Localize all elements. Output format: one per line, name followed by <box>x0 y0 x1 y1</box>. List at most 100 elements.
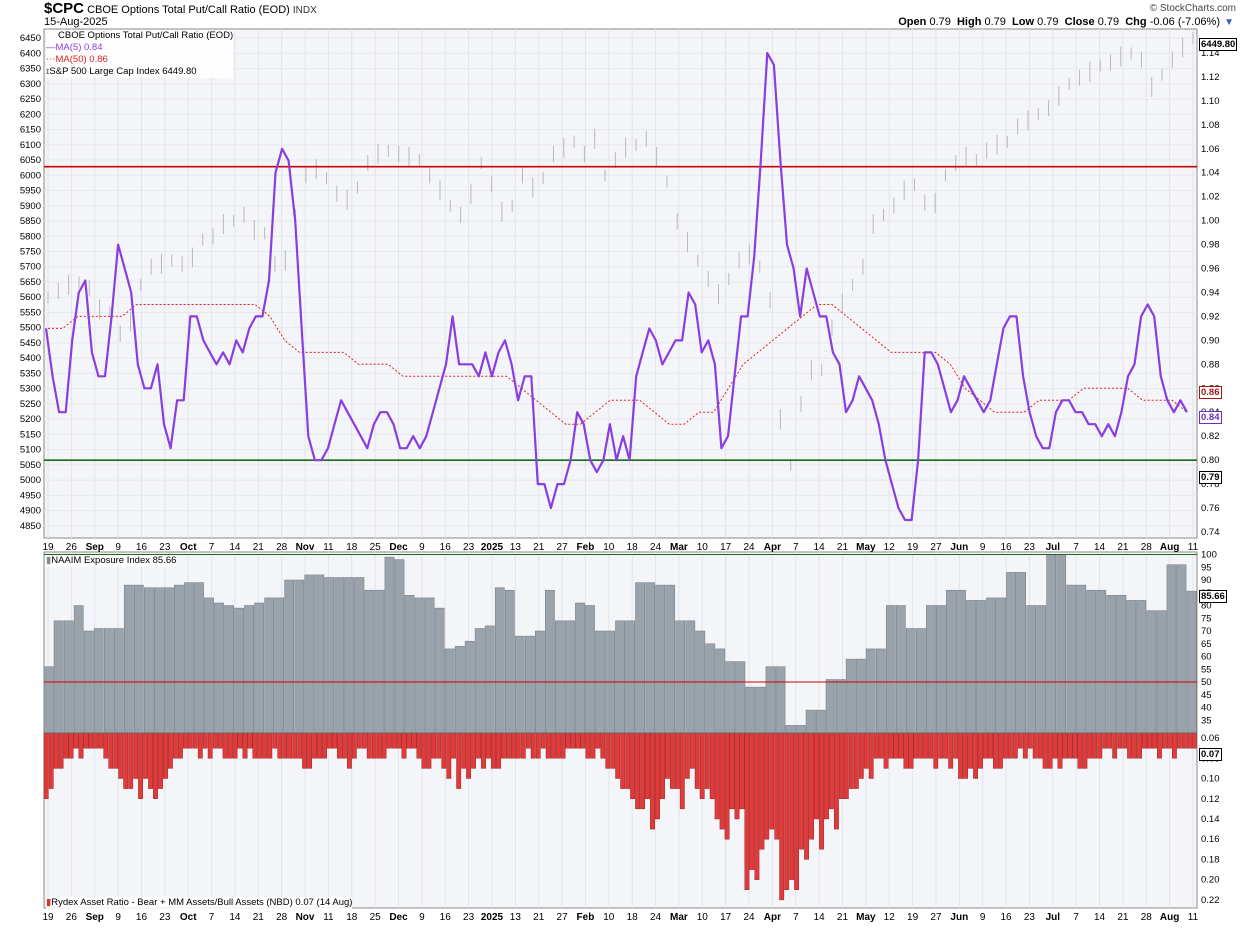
rydex-bar <box>257 732 263 759</box>
rydex-bar <box>416 732 422 759</box>
right-y-tick-label: 0.88 <box>1201 359 1220 370</box>
rydex-bar <box>461 732 467 769</box>
rydex-bar <box>212 732 218 749</box>
naaim-bar <box>745 686 756 734</box>
rydex-bar <box>525 732 531 749</box>
rydex-bar <box>148 732 153 789</box>
naaim-bar <box>565 620 575 734</box>
rydex-bar <box>1037 732 1043 759</box>
rydex-bar <box>391 732 397 749</box>
rydex-bar <box>814 732 819 820</box>
naaim-bar <box>1186 590 1197 734</box>
rydex-bar <box>888 732 894 759</box>
x-tick-label: 7 <box>1073 542 1079 553</box>
rydex-bar <box>829 732 834 810</box>
left-y-tick-label: 5850 <box>20 216 41 227</box>
left-y-tick-label: 5700 <box>20 262 41 273</box>
right-y-tick-label: 0.94 <box>1201 287 1220 298</box>
x-tick-label: May <box>856 912 876 923</box>
left-y-tick-label: 6450 <box>20 33 41 44</box>
rydex-bar <box>322 732 327 759</box>
right-y-tick-label: 1.10 <box>1201 96 1220 107</box>
naaim-y-tick-label: 95 <box>1201 562 1212 573</box>
naaim-bar <box>785 725 796 734</box>
right-y-tick-label: 0.80 <box>1201 455 1220 466</box>
naaim-bar <box>154 587 164 734</box>
naaim-bar <box>996 597 1006 734</box>
naaim-bar <box>244 605 254 734</box>
x-tick-label: 21 <box>1117 912 1129 923</box>
rydex-bar <box>675 732 680 789</box>
rydex-bar <box>1122 732 1128 749</box>
rydex-bar <box>491 732 496 769</box>
rydex-bar <box>520 732 526 759</box>
rydex-bar <box>1186 732 1192 749</box>
x-tick-label: 27 <box>930 542 942 553</box>
rydex-bar <box>843 732 849 800</box>
naaim-bar <box>464 640 475 734</box>
rydex-y-tick-label: 0.06 <box>1201 733 1220 744</box>
left-y-tick-label: 6300 <box>20 79 41 90</box>
x-tick-label: 9 <box>115 542 121 553</box>
rydex-bar <box>913 732 919 759</box>
naaim-bar <box>1036 605 1047 734</box>
rydex-bar <box>595 732 601 749</box>
dropdown-arrow-icon[interactable]: ▼ <box>1224 17 1234 28</box>
rydex-bar <box>1166 732 1172 749</box>
x-tick-label: 14 <box>229 542 241 553</box>
naaim-bar <box>63 620 74 734</box>
rydex-bar <box>302 732 307 769</box>
x-tick-label: Feb <box>577 542 595 553</box>
naaim-bar <box>705 643 716 734</box>
naaim-bar <box>53 620 64 734</box>
rydex-bar <box>337 732 342 759</box>
naaim-bar <box>805 709 816 734</box>
rydex-bar <box>1027 732 1033 749</box>
x-tick-label: 19 <box>42 912 54 923</box>
x-tick-label: 11 <box>323 542 334 553</box>
rydex-bar <box>684 732 690 779</box>
rydex-bar <box>113 732 119 769</box>
rydex-bar <box>1047 732 1053 769</box>
rydex-bar <box>486 732 491 759</box>
rydex-bar <box>540 732 546 749</box>
naaim-bar <box>635 582 645 734</box>
naaim-y-tick-label: 65 <box>1201 639 1212 650</box>
rydex-bar <box>555 732 561 759</box>
naaim-bar <box>855 658 866 734</box>
rydex-bar <box>252 732 258 759</box>
x-tick-label: 7 <box>1073 912 1079 923</box>
naaim-bar <box>284 579 295 734</box>
naaim-bar <box>1056 554 1067 734</box>
rydex-bar <box>689 732 695 769</box>
naaim-bar <box>1046 554 1057 734</box>
rydex-bar <box>809 732 815 840</box>
naaim-bar <box>665 584 676 734</box>
rydex-bar <box>406 732 412 749</box>
x-tick-label: Jun <box>950 542 968 553</box>
x-tick-label: 14 <box>1094 912 1106 923</box>
rydex-bar <box>948 732 954 769</box>
rydex-bar <box>1012 732 1018 759</box>
rydex-bar <box>496 732 501 769</box>
right-y-tick-label: 0.74 <box>1201 527 1220 538</box>
right-y-tick-label: 0.90 <box>1201 335 1220 346</box>
naaim-bar <box>1066 584 1077 734</box>
naaim-y-tick-label: 80 <box>1201 601 1212 612</box>
left-y-tick-label: 5550 <box>20 307 41 318</box>
naaim-bar <box>1116 595 1127 734</box>
left-y-tick-label: 6050 <box>20 155 41 166</box>
x-tick-label: 19 <box>907 912 919 923</box>
naaim-bar <box>204 597 214 734</box>
right-y-tick-label: 1.14 <box>1201 48 1220 59</box>
x-tick-label: 11 <box>1188 912 1199 923</box>
naaim-bar <box>354 577 365 734</box>
rydex-bar <box>769 732 775 830</box>
rydex-bar <box>351 732 357 759</box>
rydex-bar <box>918 732 924 759</box>
rydex-bar <box>1062 732 1068 759</box>
naaim-bar <box>1016 572 1026 734</box>
rydex-bar <box>853 732 859 789</box>
rydex-bar <box>436 732 442 759</box>
rydex-bar <box>227 732 233 759</box>
